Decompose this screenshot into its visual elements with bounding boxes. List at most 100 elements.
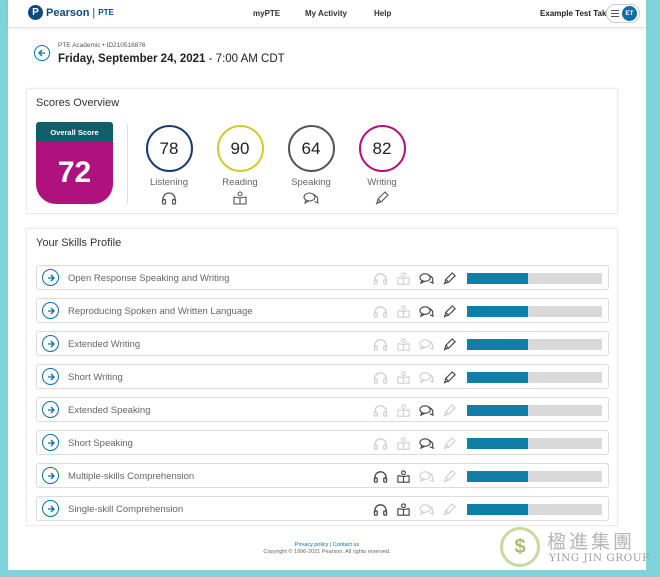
open-book-icon: [396, 403, 411, 418]
score-ring-listening: 78: [145, 125, 193, 172]
headphones-icon: [373, 436, 388, 451]
open-book-icon: [396, 304, 411, 319]
score-ring-reading: 90: [216, 125, 264, 172]
arrow-left-icon: [38, 49, 45, 57]
arrow-right-icon: [47, 505, 55, 512]
pen-icon: [442, 502, 457, 517]
expand-skill-button[interactable]: [42, 467, 59, 484]
arrow-right-icon: [47, 439, 55, 446]
arrow-right-icon: [47, 373, 55, 380]
back-button[interactable]: [34, 45, 50, 61]
skill-contributing-icons: [373, 304, 461, 320]
hamburger-icon: [611, 10, 619, 19]
skills-profile-title: Your Skills Profile: [36, 237, 122, 249]
skill-row[interactable]: Reproducing Spoken and Written Language: [36, 298, 609, 323]
exam-time: - 7:00 AM CDT: [205, 53, 285, 65]
pen-icon: [442, 304, 457, 319]
exam-date: Friday, September 24, 2021: [58, 53, 206, 65]
expand-skill-button[interactable]: [42, 335, 59, 352]
overall-score-value: 72: [36, 142, 113, 204]
score-label-speaking: Speaking: [291, 177, 331, 188]
pearson-pte-logo[interactable]: P Pearson | PTE: [28, 5, 114, 20]
nav-link-help[interactable]: Help: [374, 9, 392, 18]
scores-overview-title: Scores Overview: [36, 97, 120, 109]
score-label-reading: Reading: [222, 177, 258, 188]
pen-icon: [375, 191, 389, 205]
expand-skill-button[interactable]: [42, 500, 59, 517]
skill-label: Extended Writing: [68, 339, 141, 350]
skill-row[interactable]: Multiple-skills Comprehension: [36, 463, 609, 488]
score-ring-writing: 82: [358, 125, 406, 172]
skill-row[interactable]: Extended Speaking: [36, 397, 609, 422]
open-book-icon: [396, 271, 411, 286]
account-menu-button[interactable]: ET: [606, 4, 640, 23]
pen-icon: [442, 469, 457, 484]
skill-contributing-icons: [373, 337, 461, 353]
expand-skill-button[interactable]: [42, 302, 59, 319]
skill-score-bar-fill: [467, 438, 528, 449]
speech-bubbles-icon: [419, 337, 434, 352]
skill-score-bar-fill: [467, 306, 528, 317]
skill-score-bar: [467, 471, 602, 482]
score-ring-speaking: 64: [287, 125, 335, 172]
product-name: PTE: [98, 8, 114, 17]
skill-row[interactable]: Short Writing: [36, 364, 609, 389]
headphones-icon: [161, 192, 177, 205]
speech-bubbles-icon: [419, 370, 434, 385]
score-speaking: 64 Speaking: [281, 125, 341, 205]
brand-name: Pearson: [46, 6, 90, 19]
overall-score-label: Overall Score: [36, 122, 113, 142]
nav-link-my-activity[interactable]: My Activity: [305, 9, 347, 18]
nav-link-mypte[interactable]: myPTE: [253, 9, 281, 18]
skill-label: Single-skill Comprehension: [68, 504, 184, 515]
user-name: Example Test Taker: [540, 9, 614, 18]
skill-label: Open Response Speaking and Writing: [68, 273, 230, 284]
headphones-icon: [373, 403, 388, 418]
speech-bubbles-icon: [419, 403, 434, 418]
skill-row[interactable]: Extended Writing: [36, 331, 609, 356]
watermark-chinese-text: 楹進集團: [547, 531, 636, 553]
score-writing: 82 Writing: [352, 125, 412, 205]
arrow-right-icon: [47, 307, 55, 314]
expand-skill-button[interactable]: [42, 269, 59, 286]
speech-bubbles-icon: [419, 469, 434, 484]
headphones-icon: [373, 271, 388, 286]
headphones-icon: [373, 469, 388, 484]
speech-bubbles-icon: [303, 192, 319, 205]
skill-score-bar: [467, 273, 602, 284]
page-frame: P Pearson | PTE myPTE My Activity Help E…: [8, 0, 646, 570]
skill-score-bar-fill: [467, 372, 528, 383]
skill-label: Short Speaking: [68, 438, 133, 449]
exam-date-heading: Friday, September 24, 2021 - 7:00 AM CDT: [58, 53, 285, 65]
skill-row[interactable]: Open Response Speaking and Writing: [36, 265, 609, 290]
footer-copyright: Copyright © 1996-2021 Pearson. All right…: [263, 549, 391, 555]
skill-contributing-icons: [373, 403, 461, 419]
overall-score-badge: Overall Score 72: [36, 122, 113, 204]
score-label-writing: Writing: [367, 177, 397, 188]
expand-skill-button[interactable]: [42, 368, 59, 385]
open-book-icon: [233, 191, 247, 205]
expand-skill-button[interactable]: [42, 401, 59, 418]
skill-row[interactable]: Single-skill Comprehension: [36, 496, 609, 521]
skill-contributing-icons: [373, 502, 461, 518]
score-label-listening: Listening: [149, 177, 189, 188]
headphones-icon: [373, 502, 388, 517]
skill-score-bar-fill: [467, 405, 528, 416]
arrow-right-icon: [47, 472, 55, 479]
skill-score-bar: [467, 306, 602, 317]
headphones-icon: [373, 370, 388, 385]
top-navigation-bar: P Pearson | PTE myPTE My Activity Help E…: [8, 0, 646, 28]
headphones-icon: [373, 304, 388, 319]
skill-score-bar: [467, 504, 602, 515]
speech-bubbles-icon: [419, 271, 434, 286]
open-book-icon: [396, 436, 411, 451]
pearson-logo-mark: P: [28, 5, 43, 20]
watermark-seal: $: [500, 527, 540, 567]
pen-icon: [442, 436, 457, 451]
skill-label: Extended Speaking: [68, 405, 151, 416]
skill-row[interactable]: Short Speaking: [36, 430, 609, 455]
footer-links[interactable]: Privacy policy | Contact us: [294, 542, 360, 548]
expand-skill-button[interactable]: [42, 434, 59, 451]
arrow-right-icon: [47, 340, 55, 347]
skill-score-bar-fill: [467, 339, 528, 350]
